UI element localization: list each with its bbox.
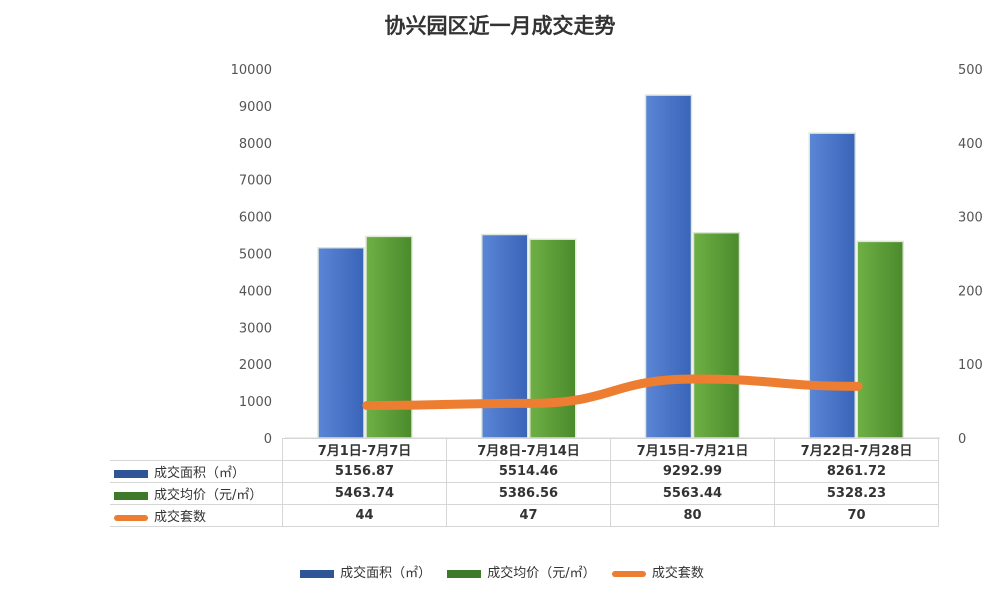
data-label: 47 — [446, 504, 611, 527]
right-axis-tick-label: 100 — [958, 358, 983, 373]
data-label: 5514.46 — [446, 460, 611, 483]
legend-swatch-count — [114, 514, 148, 521]
bar-price — [856, 240, 904, 439]
bar-area — [808, 132, 856, 439]
left-axis-tick-label: 2000 — [239, 358, 272, 373]
data-label: 5386.56 — [446, 482, 611, 505]
category-label: 7月1日-7月7日 — [282, 438, 447, 461]
table-row: 成交均价（元/㎡） 5463.74 5386.56 5563.44 5328.23 — [110, 482, 939, 505]
left-axis-tick-label: 7000 — [239, 174, 272, 189]
right-axis-tick-label: 300 — [958, 211, 983, 226]
category-label: 7月15日-7月21日 — [610, 438, 775, 461]
right-axis-tick-label: 200 — [958, 284, 983, 299]
right-axis-tick-label: 0 — [958, 432, 966, 447]
data-label: 9292.99 — [610, 460, 775, 483]
left-axis-tick-label: 3000 — [239, 321, 272, 336]
data-label: 70 — [774, 504, 939, 527]
category-label: 7月22日-7月28日 — [774, 438, 939, 461]
bar-price — [692, 231, 741, 439]
left-axis-tick-label: 5000 — [239, 248, 272, 263]
data-label: 80 — [610, 504, 775, 527]
data-label: 5328.23 — [774, 482, 939, 505]
line-count — [362, 374, 863, 411]
left-axis-tick-label: 8000 — [239, 137, 272, 152]
legend-item-price: 成交均价（元/㎡） — [443, 566, 596, 581]
left-axis-tick-label: 1000 — [239, 395, 272, 410]
left-axis-tick-label: 10000 — [231, 63, 272, 78]
left-axis-tick-label: 9000 — [239, 100, 272, 115]
table-row: 成交套数 44 47 80 70 — [110, 504, 939, 527]
chart-title: 协兴园区近一月成交走势 — [384, 13, 616, 38]
data-label: 44 — [282, 504, 447, 527]
table-row: 成交面积（㎡） 5156.87 5514.46 9292.99 8261.72 — [110, 460, 939, 483]
bar-area — [317, 246, 365, 439]
legend-swatch-price — [114, 491, 148, 500]
data-label: 5563.44 — [610, 482, 775, 505]
legend-item-count: 成交套数 — [608, 566, 704, 581]
bar-area — [644, 94, 693, 439]
data-table: 7月1日-7月7日 7月8日-7月14日 7月15日-7月21日 7月22日-7… — [110, 438, 939, 527]
data-label: 8261.72 — [774, 460, 939, 483]
category-label: 7月8日-7月14日 — [446, 438, 611, 461]
bar-price — [529, 238, 577, 439]
data-label: 5463.74 — [282, 482, 447, 505]
data-label: 5156.87 — [282, 460, 447, 483]
legend: 成交面积（㎡） 成交均价（元/㎡） 成交套数 — [0, 562, 1000, 581]
table-header-row: 7月1日-7月7日 7月8日-7月14日 7月15日-7月21日 7月22日-7… — [110, 438, 939, 461]
right-axis-tick-label: 500 — [958, 63, 983, 78]
legend-item-area: 成交面积（㎡） — [296, 566, 431, 581]
left-axis-tick-label: 6000 — [239, 211, 272, 226]
right-axis-tick-label: 400 — [958, 137, 983, 152]
legend-swatch-area — [114, 469, 148, 478]
left-axis-tick-label: 4000 — [239, 284, 272, 299]
